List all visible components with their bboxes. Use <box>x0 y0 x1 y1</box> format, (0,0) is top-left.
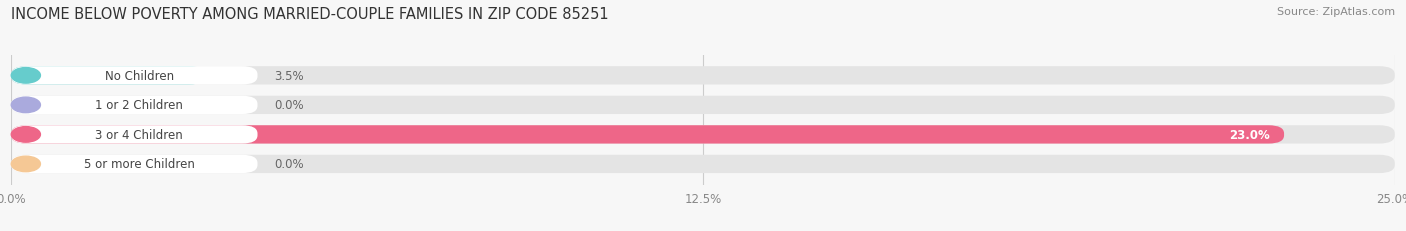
FancyBboxPatch shape <box>11 67 205 85</box>
Text: 3.5%: 3.5% <box>274 70 304 82</box>
Text: Source: ZipAtlas.com: Source: ZipAtlas.com <box>1277 7 1395 17</box>
Text: 3 or 4 Children: 3 or 4 Children <box>96 128 183 141</box>
FancyBboxPatch shape <box>11 67 257 85</box>
Text: 1 or 2 Children: 1 or 2 Children <box>96 99 183 112</box>
Circle shape <box>11 68 41 84</box>
FancyBboxPatch shape <box>11 96 257 115</box>
Text: INCOME BELOW POVERTY AMONG MARRIED-COUPLE FAMILIES IN ZIP CODE 85251: INCOME BELOW POVERTY AMONG MARRIED-COUPL… <box>11 7 609 22</box>
FancyBboxPatch shape <box>11 155 1395 173</box>
FancyBboxPatch shape <box>11 67 1395 85</box>
Text: 23.0%: 23.0% <box>1229 128 1270 141</box>
FancyBboxPatch shape <box>11 96 1395 115</box>
Text: No Children: No Children <box>104 70 174 82</box>
Text: 0.0%: 0.0% <box>274 99 304 112</box>
Circle shape <box>11 127 41 143</box>
Circle shape <box>11 98 41 113</box>
Circle shape <box>11 156 41 172</box>
FancyBboxPatch shape <box>11 126 257 144</box>
Text: 5 or more Children: 5 or more Children <box>84 158 195 171</box>
Text: 0.0%: 0.0% <box>274 158 304 171</box>
FancyBboxPatch shape <box>11 155 257 173</box>
FancyBboxPatch shape <box>11 126 1395 144</box>
FancyBboxPatch shape <box>11 126 1284 144</box>
